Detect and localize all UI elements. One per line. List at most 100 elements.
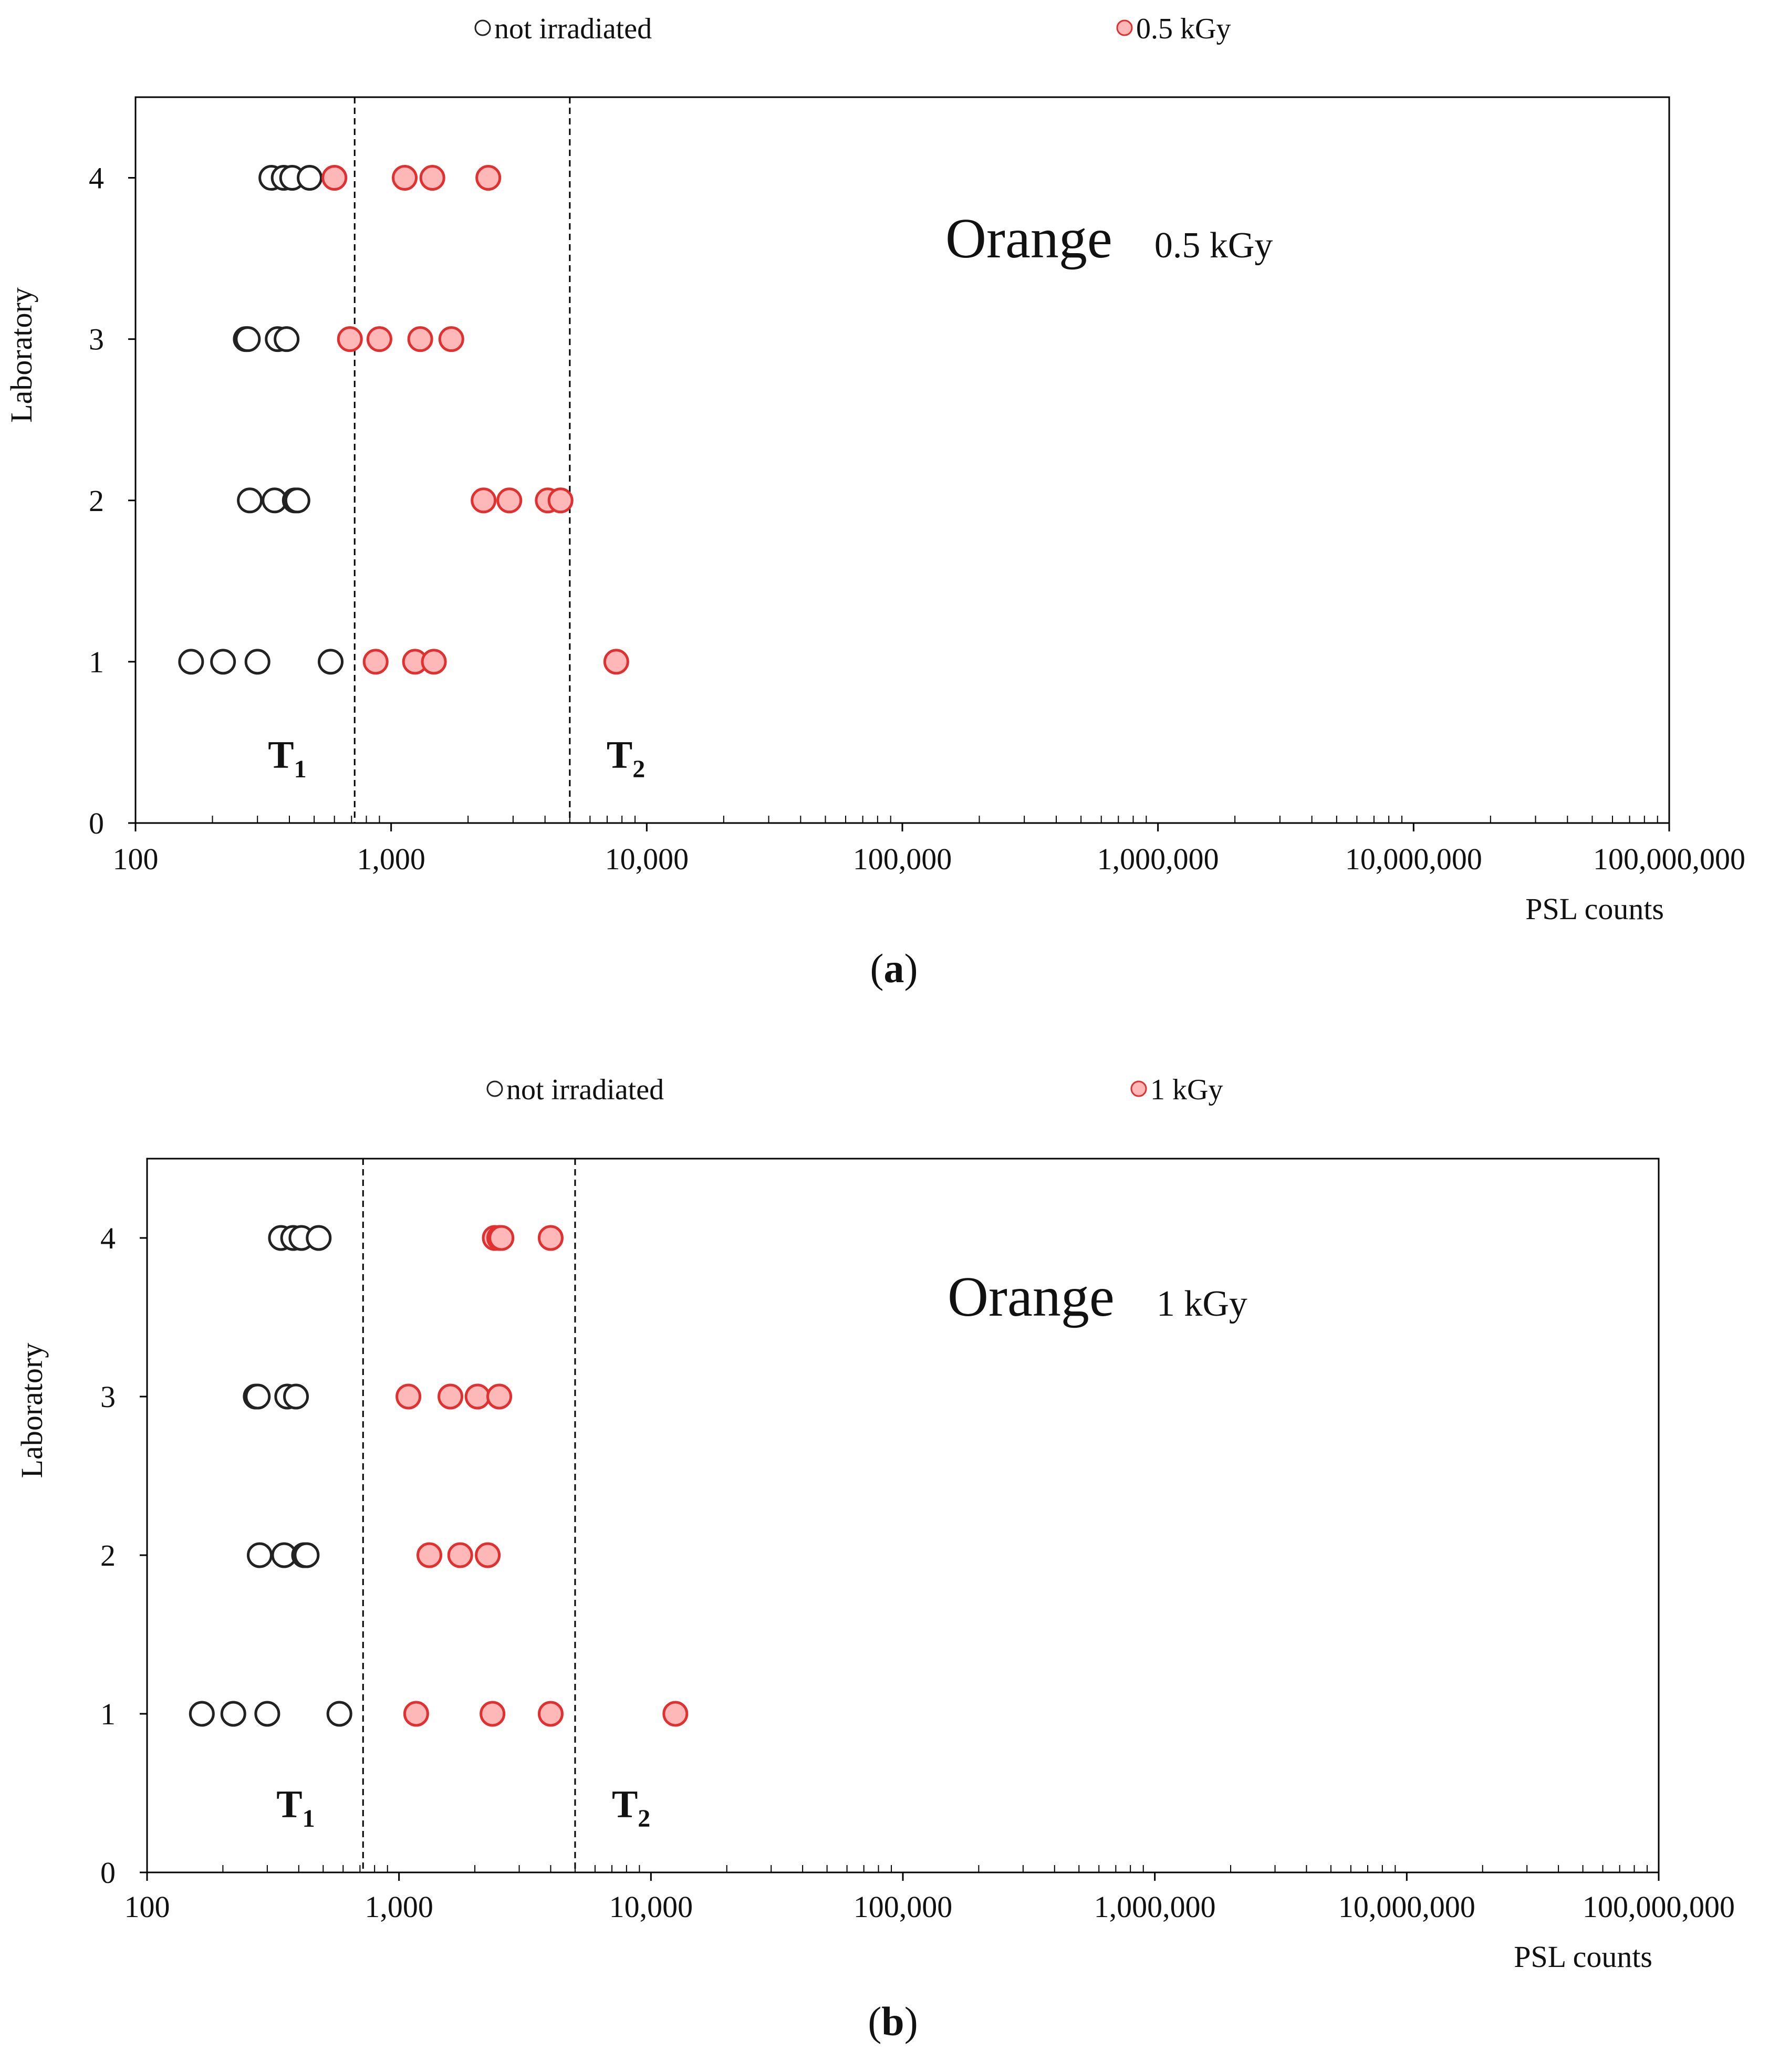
x-tick-label: 10,000 — [605, 842, 689, 876]
series-1 — [396, 1225, 689, 1727]
data-point — [210, 649, 236, 675]
data-point — [294, 1542, 320, 1568]
data-point — [391, 165, 418, 191]
threshold-label-t2: T2 — [607, 734, 645, 783]
data-point — [417, 1542, 443, 1568]
panel-annotation: Orange 1 kGy — [948, 1266, 1247, 1328]
data-point — [326, 1701, 352, 1727]
data-point — [362, 649, 389, 675]
x-tick-label: 1,000,000 — [1097, 842, 1219, 876]
x-tick-label: 100,000 — [854, 1890, 953, 1924]
threshold-label-t1: T1 — [276, 1783, 315, 1832]
data-point — [438, 326, 464, 352]
plot-area-frame — [146, 1158, 1660, 1873]
annotation-product: Orange — [945, 207, 1112, 270]
threshold-label-t1: T1 — [268, 734, 306, 783]
y-tick-label: 2 — [89, 484, 104, 518]
y-tick-label: 0 — [100, 1856, 116, 1890]
data-point — [284, 487, 310, 514]
y-tick-label: 1 — [89, 645, 104, 679]
series-1 — [321, 165, 629, 675]
data-point — [318, 649, 344, 675]
y-axis-label: Laboratory — [4, 287, 38, 423]
x-tick-label: 100 — [124, 1890, 170, 1924]
panel-annotation: Orange 0.5 kGy — [945, 207, 1273, 270]
data-point — [254, 1701, 280, 1727]
data-point — [603, 649, 629, 675]
threshold-label-subscript: 1 — [294, 755, 307, 783]
caption-close: ) — [904, 945, 918, 991]
plot-area-frame — [134, 96, 1670, 824]
data-point — [475, 1542, 501, 1568]
data-point — [488, 1225, 515, 1251]
chart-panel-b: 100 1,000 10,000 100,000 1,000,000 10,000,000… — [15, 1074, 1735, 2044]
data-point — [274, 326, 300, 352]
legend-marker — [1130, 1080, 1147, 1097]
y-tick-label: 3 — [89, 322, 104, 357]
data-point — [244, 649, 270, 675]
data-point — [475, 165, 502, 191]
threshold-label-letter: T — [276, 1783, 302, 1826]
data-point — [283, 1383, 309, 1410]
data-point — [464, 1383, 491, 1410]
data-point — [547, 487, 574, 514]
y-tick-label: 3 — [100, 1380, 116, 1414]
legend-marker — [1116, 19, 1133, 36]
legend-entry: not irradiated — [486, 1074, 664, 1106]
x-tick-label: 1,000 — [357, 842, 425, 876]
data-point — [486, 1383, 513, 1410]
x-axis-label: PSL counts — [1525, 892, 1664, 926]
caption-open: ( — [868, 1998, 881, 2044]
data-point — [537, 1701, 564, 1727]
data-point — [537, 1225, 564, 1251]
data-point — [421, 649, 447, 675]
data-point — [471, 487, 497, 514]
legend-label: 0.5 kGy — [1136, 13, 1231, 45]
caption-letter: b — [881, 1998, 904, 2044]
legend-label: 1 kGy — [1150, 1074, 1223, 1106]
legend-entry: 1 kGy — [1130, 1074, 1223, 1106]
y-tick-label: 1 — [100, 1697, 116, 1731]
data-point — [178, 649, 204, 675]
data-point — [496, 487, 523, 514]
x-tick-label: 100,000,000 — [1593, 842, 1745, 876]
annotation-dose: 0.5 kGy — [1154, 225, 1273, 266]
threshold-label-letter: T — [612, 1783, 638, 1826]
data-point — [246, 1542, 273, 1568]
data-point — [237, 487, 263, 514]
x-tick-label: 10,000 — [609, 1890, 693, 1924]
x-tick-label: 10,000,000 — [1345, 842, 1482, 876]
legend-entry: not irradiated — [474, 13, 652, 45]
data-point — [337, 326, 363, 352]
data-point — [407, 326, 433, 352]
threshold-label-subscript: 1 — [303, 1805, 315, 1832]
threshold-label-subscript: 2 — [638, 1805, 650, 1832]
legend-entry: 0.5 kGy — [1116, 13, 1231, 45]
legend-marker — [486, 1080, 503, 1097]
caption-open: ( — [870, 945, 884, 991]
x-tick-label: 1,000 — [365, 1890, 433, 1924]
data-point — [235, 326, 261, 352]
legend-label: not irradiated — [506, 1074, 664, 1106]
data-point — [662, 1701, 689, 1727]
y-tick-label: 2 — [100, 1538, 116, 1573]
y-tick-label: 0 — [89, 806, 104, 840]
data-point — [396, 1383, 422, 1410]
y-tick-label: 4 — [100, 1221, 116, 1255]
data-point — [245, 1383, 271, 1410]
threshold-label-t2: T2 — [612, 1783, 650, 1832]
data-point — [220, 1701, 246, 1727]
panel-caption: (a) — [870, 945, 918, 991]
data-point — [447, 1542, 473, 1568]
data-point — [438, 1383, 464, 1410]
legend-marker — [474, 19, 491, 36]
chart-panel-a: 100 1,000 10,000 100,000 1,000,000 10,000,000… — [4, 13, 1745, 991]
data-point — [403, 1701, 429, 1727]
series-0 — [178, 165, 344, 675]
x-tick-label: 1,000,000 — [1094, 1890, 1216, 1924]
legend-label: not irradiated — [494, 13, 652, 45]
data-point — [306, 1225, 332, 1251]
y-tick-label: 4 — [89, 161, 104, 195]
data-point — [366, 326, 392, 352]
data-point — [419, 165, 445, 191]
